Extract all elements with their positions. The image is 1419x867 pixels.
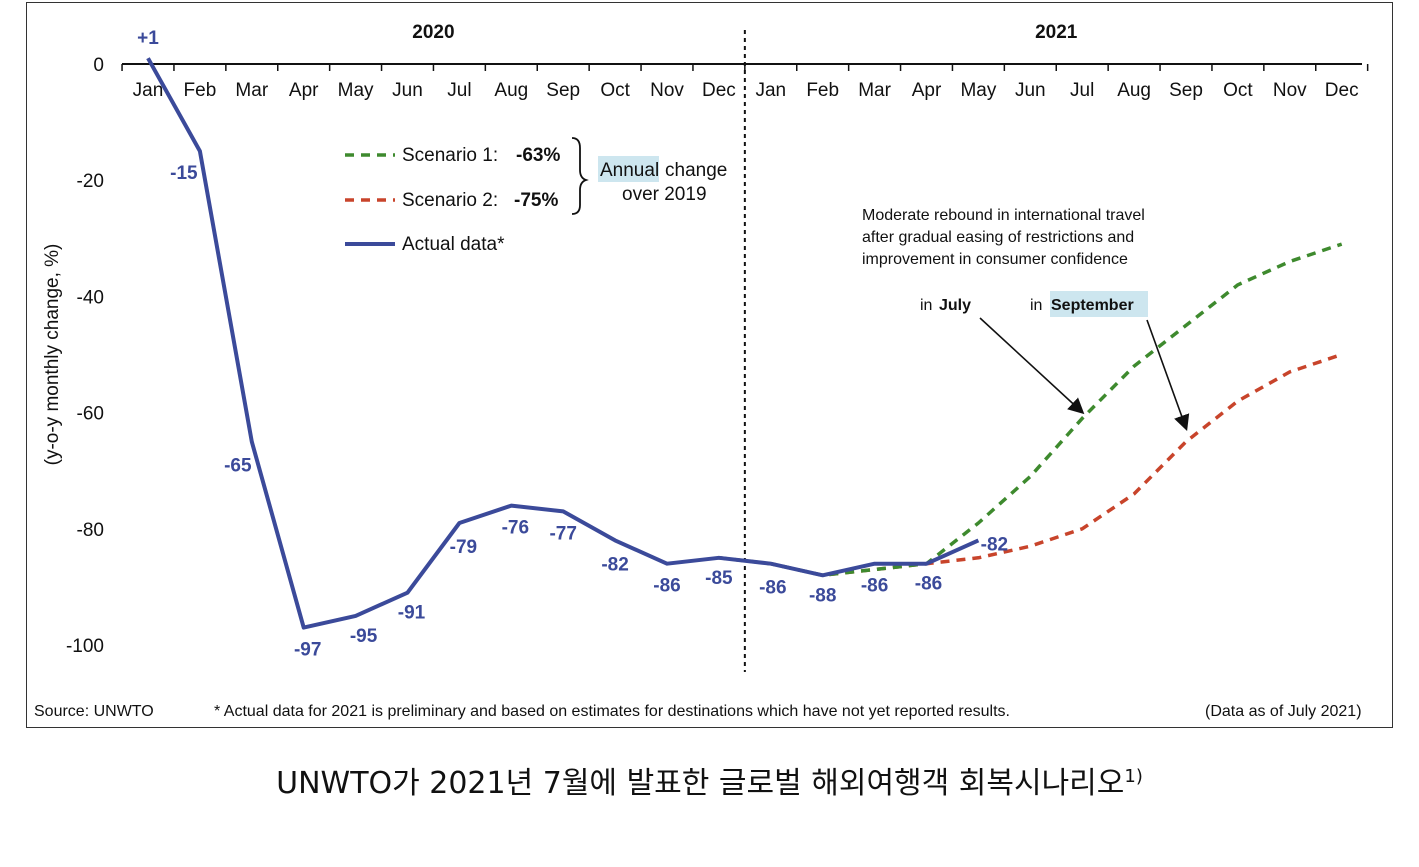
data-label: -77: [549, 523, 576, 544]
x-tick-label: Jul: [447, 80, 471, 101]
x-tick-label: May: [338, 80, 374, 101]
x-tick-label: Apr: [912, 80, 942, 101]
x-tick-label: Sep: [1169, 80, 1203, 101]
x-tick-label: Jul: [1070, 80, 1094, 101]
arrow-label-july: July: [939, 297, 971, 314]
footer-as-of: (Data as of July 2021): [1205, 703, 1362, 720]
legend-label-actual: Actual data*: [402, 234, 505, 255]
x-tick-label: Apr: [289, 80, 319, 101]
x-tick-label: Feb: [806, 80, 839, 101]
data-label: -65: [224, 456, 252, 477]
x-tick-label: Jan: [755, 80, 786, 101]
legend-label-scenario-2: Scenario 2:: [402, 190, 498, 211]
data-label: -86: [653, 576, 680, 597]
axes: Jan Feb Mar Apr May Jun Jul Aug Sep Oct Nov Dec Jan F…: [42, 22, 1369, 672]
line-chart: Jan Feb Mar Apr May Jun Jul Aug Sep Oct Nov Dec Jan F…: [34, 22, 1369, 720]
year-label-2021: 2021: [1035, 22, 1078, 43]
annual-highlight: [598, 156, 659, 182]
x-tick-label: Oct: [600, 80, 630, 101]
annotation: Moderate rebound in international travel…: [862, 207, 1190, 432]
arrow-july: [979, 317, 1085, 415]
data-labels: +1 -15 -65 -97 -95 -91 -79 -76 -77 -82 -86 -85 -86 -8…: [137, 28, 1008, 660]
x-tick-label: Jan: [133, 80, 164, 101]
x-tick-label: Dec: [1325, 80, 1359, 101]
y-tick-label: -40: [77, 287, 104, 308]
x-tick-label: Oct: [1223, 80, 1253, 101]
series-line-scenario-1: [718, 242, 1343, 578]
annual-change-highlight: Annual: [600, 160, 659, 181]
chart-frame: [26, 2, 1393, 728]
y-tick-label: -20: [77, 171, 104, 192]
data-label: -86: [759, 578, 786, 599]
series-line-actual-data: [146, 57, 980, 630]
y-axis-label: (y-o-y monthly change, %): [42, 244, 63, 466]
caption-text: UNWTO가 2021년 7월에 발표한 글로벌 해외여행객 회복시나리오: [276, 766, 1125, 801]
series-layer: [146, 57, 1343, 630]
arrow-label-july-prefix: in: [920, 297, 932, 314]
data-label: -85: [705, 568, 733, 589]
caption-footnote-mark: 1): [1124, 766, 1143, 787]
annual-change-line2: over 2019: [622, 184, 707, 205]
legend-value-scenario-1: -63%: [516, 145, 560, 166]
annotation-line-1: Moderate rebound in international travel: [862, 207, 1145, 224]
legend-label-scenario-1: Scenario 1:: [402, 145, 498, 166]
x-tick-label: Nov: [1273, 80, 1307, 101]
data-label: -86: [915, 574, 942, 595]
series-line-scenario-2: [718, 352, 1343, 578]
arrow-label-sept-prefix: in: [1030, 297, 1042, 314]
arrow-september: [1146, 319, 1190, 432]
annual-change-rest: change: [665, 160, 727, 181]
data-label: -91: [398, 603, 426, 624]
x-tick-label: Jun: [392, 80, 423, 101]
data-label: -82: [601, 554, 628, 575]
x-tick-label: Feb: [184, 80, 217, 101]
data-label: -79: [450, 537, 477, 558]
annotation-line-2: after gradual easing of restrictions and: [862, 229, 1134, 246]
x-tick-label: Mar: [858, 80, 891, 101]
x-tick-label: Nov: [650, 80, 684, 101]
x-tick-label: Aug: [494, 80, 528, 101]
legend: Scenario 1: -63% Scenario 2: -75% Actual…: [345, 137, 727, 255]
footer-source: Source: UNWTO: [34, 703, 154, 720]
data-label: -86: [861, 576, 888, 597]
data-label: -97: [294, 640, 321, 661]
footer-note: * Actual data for 2021 is preliminary an…: [214, 703, 1010, 720]
footer: Source: UNWTO * Actual data for 2021 is …: [34, 703, 1362, 720]
y-tick-label: -80: [77, 520, 104, 541]
annotation-line-3: improvement in consumer confidence: [862, 251, 1128, 268]
legend-value-scenario-2: -75%: [514, 190, 558, 211]
arrow-label-sept: September: [1051, 297, 1134, 314]
y-tick-label: 0: [93, 55, 104, 76]
x-tick-label: Aug: [1117, 80, 1151, 101]
data-label: -76: [502, 518, 529, 539]
data-label: +1: [137, 28, 159, 49]
x-tick-label: Jun: [1015, 80, 1046, 101]
x-tick-label: Sep: [546, 80, 580, 101]
legend-brace-icon: [571, 137, 589, 215]
data-label: -82: [981, 534, 1008, 555]
figure-caption: UNWTO가 2021년 7월에 발표한 글로벌 해외여행객 회복시나리오1): [0, 758, 1419, 802]
data-label: -15: [170, 163, 198, 184]
year-label-2020: 2020: [412, 22, 454, 43]
x-tick-label: May: [960, 80, 996, 101]
y-tick-label: -100: [66, 636, 104, 657]
x-tick-label: Dec: [702, 80, 736, 101]
x-tick-label: Mar: [235, 80, 268, 101]
data-label: -88: [809, 585, 836, 606]
data-label: -95: [350, 626, 378, 647]
y-tick-label: -60: [77, 404, 104, 425]
sept-highlight: [1050, 291, 1148, 317]
